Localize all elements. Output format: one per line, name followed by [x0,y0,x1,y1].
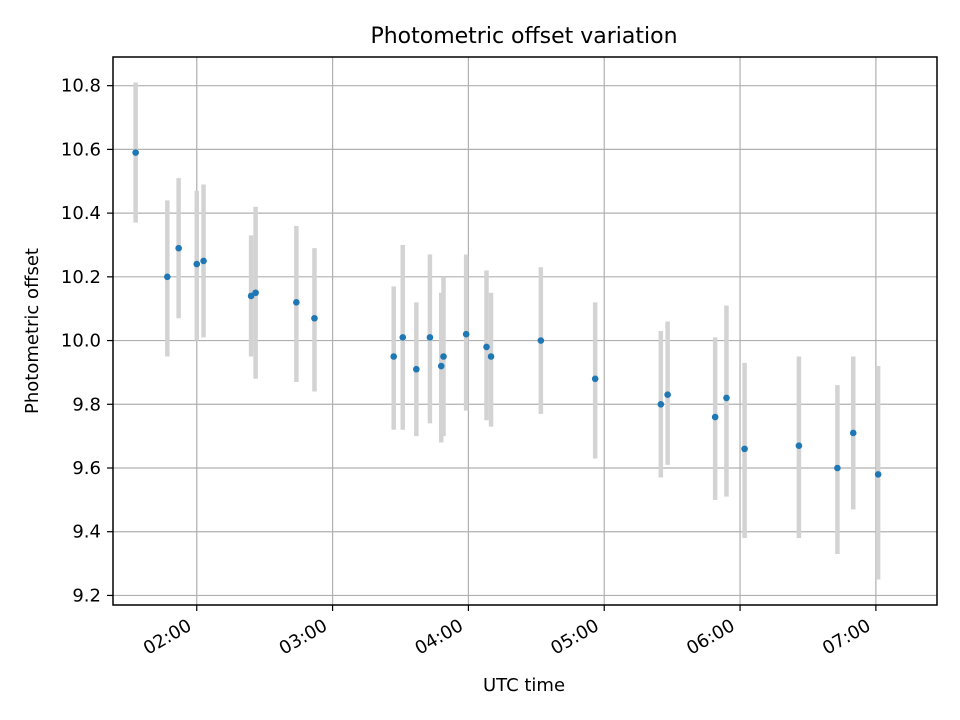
data-point [537,337,545,344]
data-point [462,330,470,338]
x-tick-label: 04:00 [411,615,466,659]
x-tick-label: 03:00 [276,615,331,659]
data-point [252,289,259,297]
x-axis-title: UTC time [483,675,565,696]
y-tick-label: 10.4 [61,203,101,224]
y-tick-label: 10.6 [61,139,101,160]
x-axis-ticks: 02:00 03:00 04:00 05:00 06:00 07:00 [140,605,877,659]
y-tick-label: 9.2 [72,585,101,606]
data-point [164,273,171,281]
data-point [437,362,445,370]
data-point [591,375,599,383]
chart-title: Photometric offset variation [370,24,677,49]
data-point [390,353,398,360]
y-tick-label: 10.2 [61,267,101,288]
y-tick-label: 9.6 [72,458,101,479]
data-point [834,464,841,472]
data-point [795,442,803,449]
x-tick-label: 05:00 [547,615,602,659]
data-point [440,353,447,360]
data-point [399,334,407,341]
data-point [487,353,495,360]
data-point [874,471,882,478]
plot-frame [112,56,938,606]
y-tick-label: 9.8 [72,394,101,415]
y-tick-label: 10.0 [61,331,101,352]
data-point [711,413,719,421]
error-bars [133,82,881,580]
data-point [200,257,207,265]
data-point [193,260,201,268]
y-axis-title: Photometric offset [22,248,43,414]
data-point [723,394,730,402]
data-point [175,244,182,252]
x-tick-label: 06:00 [683,615,738,659]
x-tick-label: 02:00 [140,615,195,659]
data-points [132,149,882,478]
y-tick-label: 9.4 [72,522,101,543]
y-tick-label: 10.8 [61,76,101,97]
x-tick-label: 07:00 [819,615,874,659]
data-point [664,391,671,399]
grid-lines [113,57,937,605]
data-point [132,149,139,156]
data-point [311,314,318,322]
data-point [849,429,857,437]
data-point [293,299,300,306]
data-point [657,400,665,408]
y-axis-ticks: 9.2 9.4 9.6 9.8 10.0 10.2 10.4 10.6 10.8 [61,76,113,606]
data-point [483,343,490,351]
data-point [413,365,420,373]
data-point [426,334,434,341]
data-point [741,445,748,453]
